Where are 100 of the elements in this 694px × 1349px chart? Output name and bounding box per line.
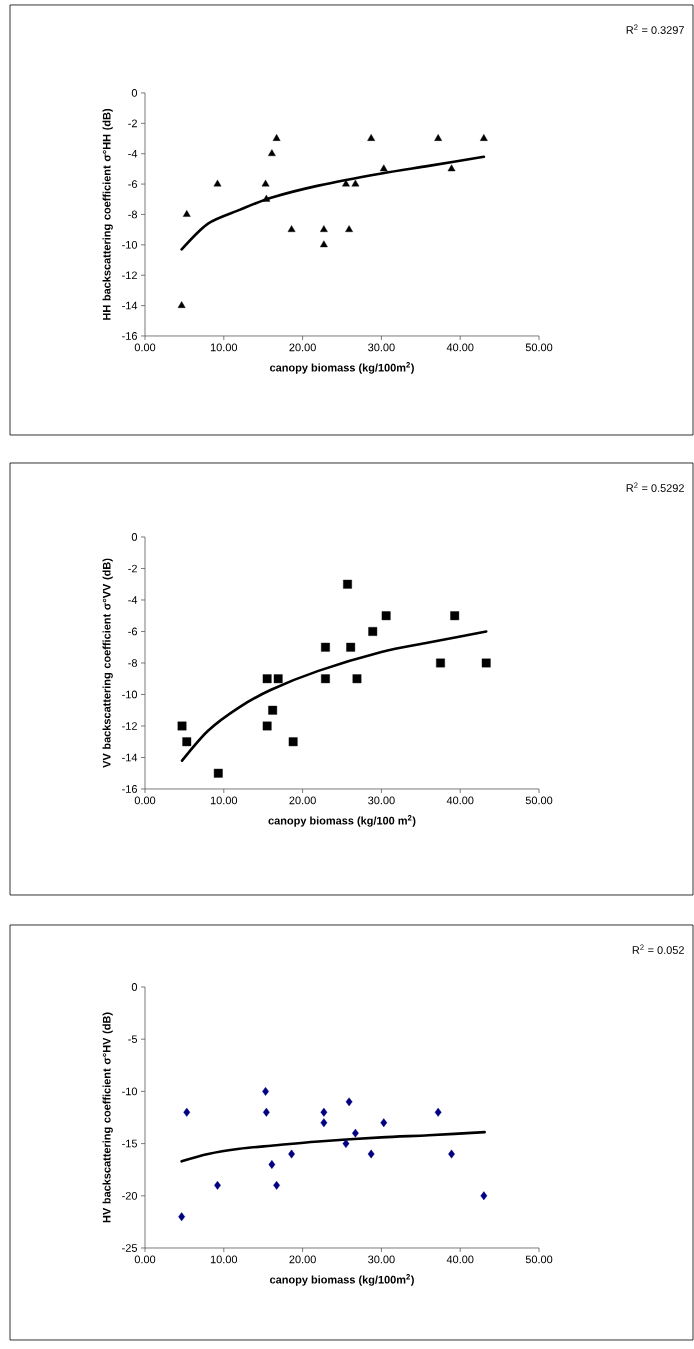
y-axis-title: HV backscattering coefficient σ°HV (dB) bbox=[102, 1012, 113, 1223]
y-tick-label: -14 bbox=[122, 753, 138, 762]
y-tick-label: -10 bbox=[122, 690, 138, 699]
point bbox=[480, 1191, 488, 1201]
point bbox=[346, 642, 356, 652]
point bbox=[352, 674, 362, 684]
y-tick-label: -12 bbox=[122, 271, 137, 280]
point bbox=[381, 611, 391, 621]
x-tick-label: 30.00 bbox=[368, 1255, 395, 1264]
y-tick-label: -14 bbox=[122, 301, 138, 310]
point bbox=[287, 225, 296, 232]
line-series bbox=[180, 155, 486, 251]
point bbox=[342, 1139, 350, 1148]
point bbox=[272, 134, 281, 141]
y-tick-label: -12 bbox=[122, 722, 137, 730]
point bbox=[178, 1212, 185, 1222]
point bbox=[352, 1128, 359, 1138]
point bbox=[268, 705, 278, 715]
point bbox=[321, 642, 330, 652]
y-tick-label: -10 bbox=[122, 240, 138, 249]
y-tick-label: -10 bbox=[122, 1087, 138, 1096]
x-tick-label: 30.00 bbox=[368, 343, 395, 352]
point bbox=[182, 737, 192, 747]
x-tick-label: 50.00 bbox=[525, 796, 553, 805]
point bbox=[320, 1107, 328, 1117]
x-tick-label: 20.00 bbox=[289, 343, 316, 352]
point bbox=[262, 1086, 269, 1096]
x-tick-label: 0.00 bbox=[134, 796, 156, 805]
point bbox=[182, 210, 191, 217]
point bbox=[320, 240, 328, 248]
y-tick-label: -15 bbox=[122, 1139, 138, 1148]
point bbox=[183, 1107, 191, 1117]
y-tick-label: -4 bbox=[128, 596, 138, 604]
point bbox=[450, 611, 460, 621]
point bbox=[321, 674, 330, 684]
point bbox=[263, 1107, 270, 1117]
x-tick-label: 40.00 bbox=[446, 343, 474, 352]
point bbox=[351, 179, 360, 187]
point bbox=[480, 134, 488, 141]
point bbox=[273, 1180, 280, 1190]
point bbox=[288, 1149, 295, 1159]
x-tick-label: 10.00 bbox=[210, 1255, 238, 1264]
point bbox=[213, 768, 223, 778]
x-axis-title: canopy biomass (kg/100m$^{2}$) bbox=[270, 1274, 414, 1286]
point bbox=[214, 1180, 221, 1190]
point bbox=[177, 301, 186, 308]
point bbox=[262, 194, 271, 202]
point bbox=[434, 134, 442, 141]
point bbox=[367, 1149, 375, 1159]
x-axis-title: canopy biomass (kg/100m$^{2}$) bbox=[270, 362, 414, 374]
x-tick-label: 40.00 bbox=[446, 796, 474, 805]
x-tick-label: 30.00 bbox=[368, 796, 395, 805]
line-series bbox=[180, 630, 488, 762]
text: R$^{2}$ = 0.5292 bbox=[626, 482, 684, 492]
y-tick-label: -8 bbox=[128, 659, 137, 667]
point bbox=[379, 164, 388, 172]
point bbox=[320, 1118, 328, 1128]
x-tick-label: 50.00 bbox=[525, 343, 553, 352]
point bbox=[262, 721, 272, 731]
y-tick-label: -20 bbox=[122, 1191, 138, 1200]
x-tick-label: 10.00 bbox=[210, 796, 238, 805]
x-tick-label: 20.00 bbox=[289, 1255, 316, 1264]
x-tick-label: 0.00 bbox=[134, 1255, 156, 1264]
point bbox=[177, 721, 187, 731]
point bbox=[213, 179, 222, 187]
point bbox=[436, 658, 445, 668]
point bbox=[273, 674, 283, 684]
y-tick-label: -2 bbox=[128, 564, 137, 573]
point bbox=[368, 627, 378, 636]
line-series bbox=[180, 1130, 486, 1163]
x-tick-label: 0.00 bbox=[134, 343, 156, 352]
point bbox=[447, 164, 456, 172]
y-tick-label: -6 bbox=[128, 627, 137, 636]
y-tick-label: -5 bbox=[128, 1035, 138, 1044]
point bbox=[288, 737, 298, 747]
y-tick-label: -6 bbox=[128, 180, 137, 188]
text: R$^{2}$ = 0.052 bbox=[632, 944, 684, 954]
y-tick-label: -8 bbox=[128, 210, 137, 219]
point bbox=[262, 674, 272, 684]
point bbox=[481, 658, 491, 668]
point bbox=[345, 1097, 353, 1107]
y-tick-label: -4 bbox=[128, 149, 138, 158]
point bbox=[345, 225, 353, 232]
point bbox=[367, 134, 375, 141]
point bbox=[434, 1107, 442, 1117]
point bbox=[268, 149, 276, 157]
y-axis-title: HH backscattering coefficient σ°HH (dB) bbox=[102, 108, 113, 320]
y-tick-label: -16 bbox=[122, 785, 137, 793]
y-tick-label: 0 bbox=[131, 983, 138, 991]
text: R$^{2}$ = 0.3297 bbox=[626, 24, 684, 34]
x-tick-label: 40.00 bbox=[446, 1255, 474, 1264]
y-tick-label: -2 bbox=[128, 119, 137, 128]
point bbox=[343, 579, 352, 589]
x-tick-label: 50.00 bbox=[525, 1255, 553, 1264]
y-axis-title: VV backscattering coefficient σ°VV (dB) bbox=[102, 558, 113, 768]
y-tick-label: 0 bbox=[131, 533, 138, 541]
point bbox=[268, 1160, 276, 1169]
point bbox=[261, 179, 270, 187]
x-axis-title: canopy biomass (kg/100 m$^{2}$) bbox=[268, 815, 416, 827]
point bbox=[380, 1118, 388, 1128]
